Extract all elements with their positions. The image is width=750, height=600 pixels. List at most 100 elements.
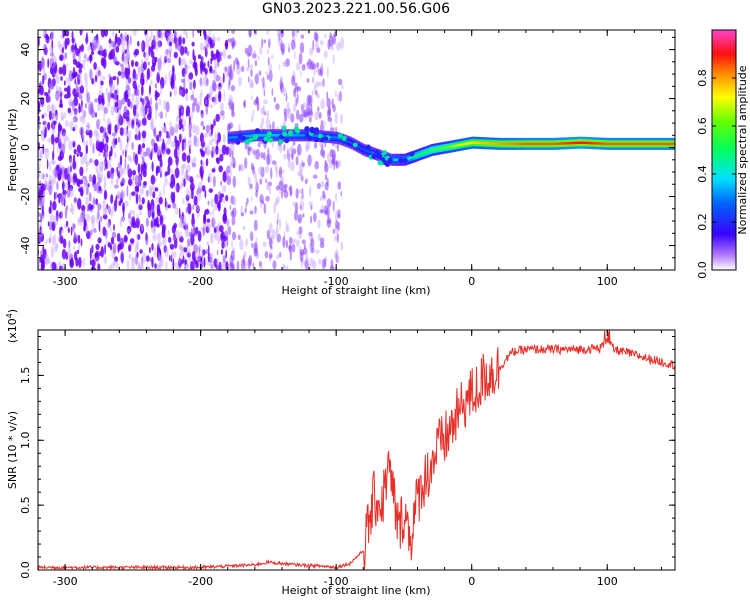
ridge-core (465, 142, 468, 145)
noise-blob (176, 265, 181, 270)
noise-blob (84, 152, 88, 164)
noise-blob (141, 40, 146, 53)
noise-blob (73, 51, 75, 60)
ridge-patch (371, 154, 377, 160)
noise-blob (79, 166, 84, 177)
noise-blob (296, 93, 299, 105)
noise-blob (103, 255, 108, 264)
noise-blob (211, 137, 215, 142)
noise-blob (231, 30, 236, 35)
noise-blob (79, 151, 83, 157)
ridge-core (413, 155, 416, 158)
ridge-core (349, 141, 352, 144)
ridge-patch (235, 139, 241, 145)
noise-blob (126, 259, 130, 270)
noise-blob (259, 178, 263, 185)
ridge-core (260, 134, 263, 137)
ridge-core (559, 142, 562, 145)
noise-blob (63, 168, 69, 180)
noise-blob (43, 72, 47, 80)
noise-blob (173, 51, 178, 59)
noise-blob (181, 164, 185, 177)
noise-blob (211, 96, 217, 103)
noise-blob (296, 109, 300, 121)
noise-blob (99, 165, 104, 172)
noise-blob (69, 45, 72, 55)
noise-blob (163, 122, 166, 127)
ridge-core (313, 134, 317, 137)
noise-blob (241, 164, 245, 172)
noise-blob (42, 30, 47, 38)
noise-blob (230, 210, 235, 218)
noise-blob (45, 173, 48, 178)
noise-blob (115, 167, 118, 175)
noise-blob (42, 173, 45, 179)
ridge-core (623, 142, 626, 146)
noise-blob (319, 209, 324, 214)
noise-blob (134, 73, 139, 81)
noise-blob (190, 228, 193, 240)
noise-blob (221, 264, 224, 270)
noise-blob (188, 121, 192, 133)
noise-blob (96, 170, 100, 181)
noise-blob (59, 235, 64, 244)
noise-blob (186, 164, 191, 173)
ridge-core (457, 144, 460, 147)
noise-blob (152, 233, 157, 241)
noise-blob (288, 153, 291, 162)
noise-blob (265, 178, 267, 184)
noise-blob (179, 183, 183, 190)
noise-blob (91, 259, 96, 268)
noise-blob (200, 109, 205, 118)
ridge-core (569, 141, 572, 145)
noise-blob (128, 217, 132, 225)
ridge-core (652, 142, 655, 146)
noise-blob (108, 73, 111, 79)
noise-blob (127, 226, 131, 235)
noise-blob (116, 166, 119, 174)
ridge-core (396, 158, 400, 161)
ridge-core (561, 142, 564, 145)
noise-blob (157, 146, 161, 157)
noise-blob (79, 214, 83, 226)
noise-blob (127, 57, 130, 65)
noise-blob (337, 93, 341, 102)
ridge-core (566, 142, 569, 145)
noise-blob (116, 175, 119, 184)
ridge-core (359, 146, 362, 150)
x-tick-label: -200 (188, 275, 213, 288)
noise-blob (295, 188, 299, 199)
snr-frame (37, 329, 676, 571)
ridge-core (489, 142, 492, 145)
noise-blob (261, 117, 265, 126)
noise-blob (221, 240, 225, 249)
noise-blob (117, 107, 119, 114)
noise-blob (185, 88, 188, 95)
noise-blob (49, 200, 52, 207)
noise-blob (229, 254, 234, 267)
noise-blob (189, 81, 193, 91)
noise-blob (149, 84, 151, 95)
ridge-core (501, 142, 504, 146)
noise-blob (126, 135, 129, 144)
noise-blob (53, 215, 59, 226)
ridge-core (515, 142, 518, 146)
noise-blob (215, 74, 221, 82)
noise-blob (191, 102, 195, 113)
noise-blob (287, 152, 290, 161)
noise-blob (47, 122, 51, 131)
ridge-core (261, 134, 265, 137)
noise-blob (145, 217, 149, 228)
noise-blob (121, 166, 126, 175)
ridge-core (601, 142, 604, 145)
noise-blob (334, 252, 337, 259)
noise-blob (111, 31, 115, 37)
spectrogram-x-axis-label: Height of straight line (km) (281, 284, 430, 297)
noise-blob (201, 138, 205, 149)
noise-blob (103, 181, 107, 193)
noise-blob (95, 243, 100, 251)
noise-blob (59, 162, 63, 170)
ridge-core (312, 134, 315, 137)
noise-blob (140, 84, 144, 97)
noise-blob (77, 73, 81, 85)
